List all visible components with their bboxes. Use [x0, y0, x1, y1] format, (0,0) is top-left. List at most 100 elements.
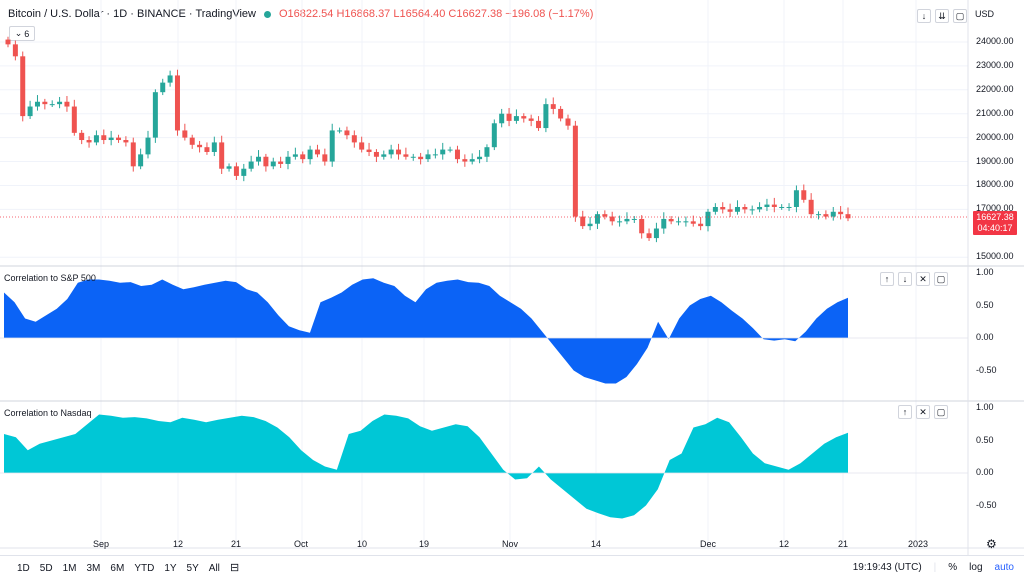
time-tick-label: 14 — [591, 539, 602, 549]
settings-gear-icon[interactable]: ⚙ — [986, 537, 997, 551]
candle-body — [639, 218, 645, 234]
candle-body — [116, 137, 122, 141]
percent-toggle[interactable]: % — [948, 562, 958, 573]
clock[interactable]: 19:19:43 (UTC) — [852, 562, 922, 573]
move-down-icon[interactable]: ↓ — [898, 272, 912, 286]
currency-label[interactable]: USD — [975, 9, 995, 19]
candle-body — [543, 104, 549, 129]
log-toggle[interactable]: log — [969, 562, 983, 573]
candle-body — [219, 142, 225, 169]
price-tick-label: 17000.00 — [976, 203, 1014, 214]
candle-body — [521, 116, 527, 119]
candle-body — [410, 156, 416, 158]
close-icon[interactable]: ✕ — [916, 405, 930, 419]
maximize-pane-icon[interactable]: ▢ — [934, 405, 948, 419]
timeframe-1d[interactable]: 1D — [17, 563, 30, 574]
candle-body — [418, 156, 424, 160]
time-tick-label: 2023 — [908, 539, 929, 549]
candle-body — [617, 221, 623, 223]
candle-body — [233, 166, 239, 176]
candle-body — [720, 206, 726, 210]
bottom-toolbar: 1D 5D 1M 3M 6M YTD 1Y 5Y All ⊟ 19:19:43 (UTC) | … — [0, 555, 1024, 581]
pane-tick-label: 0.50 — [976, 299, 994, 310]
pane-label-nasdaq[interactable]: Correlation to Nasdaq — [4, 408, 92, 418]
pane-tick-label: 0.00 — [976, 467, 994, 477]
candle-body — [801, 190, 807, 200]
symbol-title[interactable]: Bitcoin / U.S. Dollar · 1D · BINANCE · T… — [8, 8, 256, 20]
candle-body — [396, 149, 402, 155]
candle-body — [683, 221, 689, 223]
candle-body — [823, 214, 829, 217]
timeframe-5d[interactable]: 5D — [39, 563, 53, 574]
move-down-icon[interactable]: ↓ — [917, 9, 931, 23]
time-tick-label: 21 — [231, 539, 242, 549]
candle-body — [20, 56, 26, 117]
move-up-icon[interactable]: ↑ — [898, 405, 912, 419]
candle-body — [454, 149, 460, 160]
price-tick-label: 21000.00 — [976, 107, 1014, 118]
pane-tick-label: -0.50 — [976, 499, 997, 510]
candle-body — [830, 211, 836, 217]
candle-body — [845, 214, 851, 219]
candle-body — [764, 204, 770, 207]
ohlc-values: O16822.54 H16868.37 L16564.40 C16627.38 … — [278, 8, 594, 20]
auto-scale-toggle[interactable]: auto — [994, 562, 1014, 573]
candle-body — [491, 123, 497, 148]
time-tick-label: Oct — [294, 539, 309, 549]
candle-body — [705, 211, 711, 227]
time-tick-label: 10 — [357, 539, 368, 549]
candle-body — [447, 149, 453, 151]
candle-body — [130, 142, 136, 167]
candle-body — [838, 211, 844, 215]
candle-body — [609, 216, 615, 222]
candle-body — [256, 156, 262, 162]
price-tick-label: 19000.00 — [976, 155, 1014, 166]
candle-body — [631, 218, 637, 220]
move-up-icon[interactable]: ↑ — [880, 272, 894, 286]
timeframe-1m[interactable]: 1M — [62, 563, 77, 574]
timeframe-3m[interactable]: 3M — [86, 563, 101, 574]
price-tick-label: 18000.00 — [976, 179, 1014, 190]
candle-body — [167, 75, 173, 83]
candle-body — [646, 233, 652, 239]
chart-header: Bitcoin / U.S. Dollar · 1D · BINANCE · T… — [8, 8, 593, 20]
collapse-pane-icon[interactable]: ⇊ — [935, 9, 949, 23]
candle-body — [351, 135, 357, 143]
date-range-icon[interactable]: ⊟ — [230, 562, 240, 574]
timeframe-6m[interactable]: 6M — [110, 563, 125, 574]
timeframe-all[interactable]: All — [208, 563, 220, 574]
close-icon[interactable]: ✕ — [916, 272, 930, 286]
timeframe-5y[interactable]: 5Y — [186, 563, 199, 574]
maximize-pane-icon[interactable]: ▢ — [934, 272, 948, 286]
pane-label-sp500[interactable]: Correlation to S&P 500 — [4, 273, 96, 283]
price-tick-label: 20000.00 — [976, 131, 1014, 142]
time-tick-label: 21 — [838, 539, 849, 549]
candle-body — [160, 82, 166, 93]
candle-body — [624, 218, 630, 222]
sp500-pane-controls: ↑ ↓ ✕ ▢ — [880, 272, 948, 286]
chevron-down-icon: ⌄ — [14, 28, 23, 38]
price-tick-label: 24000.00 — [976, 35, 1014, 46]
timeframe-ytd[interactable]: YTD — [134, 563, 155, 574]
candle-body — [108, 137, 114, 141]
pane-tick-label: -0.50 — [976, 364, 997, 375]
time-tick-label: Sep — [93, 539, 110, 549]
candle-body — [322, 154, 328, 162]
price-tick-label: 15000.00 — [976, 251, 1014, 262]
pane-tick-label: 1.00 — [976, 267, 994, 277]
time-tick-label: 19 — [419, 539, 430, 549]
timeframe-list: 1D 5D 1M 3M 6M YTD 1Y 5Y All — [17, 563, 220, 574]
candle-body — [86, 140, 92, 143]
chart-canvas[interactable] — [0, 0, 1024, 555]
timeframe-1y[interactable]: 1Y — [164, 563, 177, 574]
maximize-pane-icon[interactable]: ▢ — [953, 9, 967, 23]
candle-body — [314, 149, 320, 155]
collapse-indicators-button[interactable]: ⌄ 6 — [9, 26, 35, 41]
time-tick-label: Dec — [700, 539, 717, 549]
candle-body — [513, 116, 519, 121]
candle-body — [366, 149, 372, 152]
candle-body — [793, 190, 799, 207]
candle-body — [587, 223, 593, 227]
candle-body — [42, 101, 48, 105]
candle-body — [263, 156, 269, 167]
